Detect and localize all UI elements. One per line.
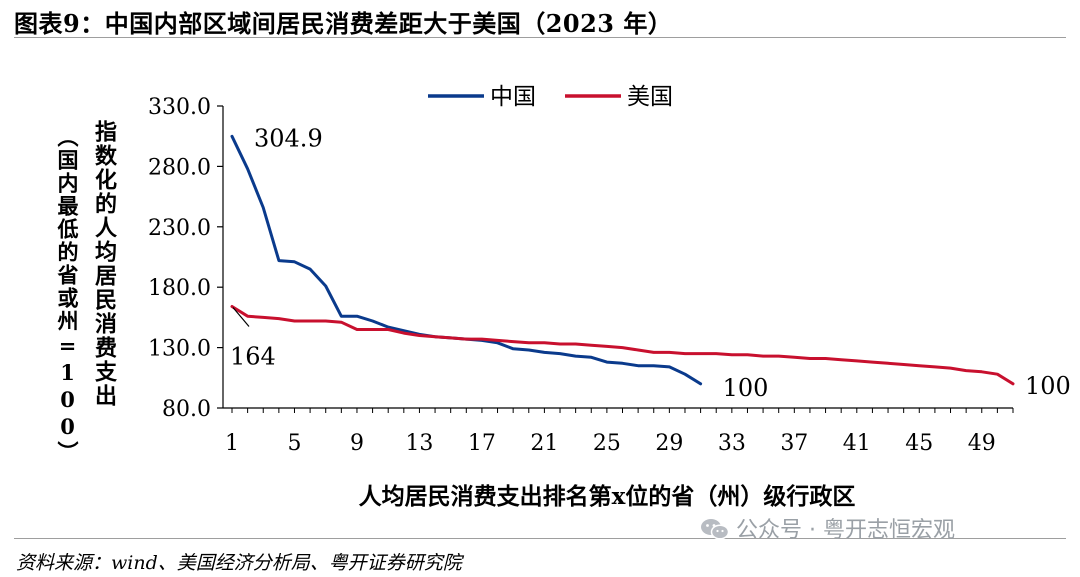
series-line-usa [230,305,1015,386]
x-tick-label: 13 [405,431,433,456]
series-line-china [230,134,703,386]
x-tick-label: 29 [655,431,683,456]
y-tick-label: 330.0 [148,95,211,120]
legend-label: 美国 [627,84,673,110]
watermark-text: 公众号 · 粤开志恒宏观 [736,518,955,543]
x-tick-label: 9 [350,431,364,456]
y-tick-label: 280.0 [148,155,211,180]
x-tick-label: 25 [593,431,621,456]
title-divider [14,37,1066,38]
y-axis-sublabel: （国内最低的省或州=100） [55,126,80,464]
source-note: 资料来源：wind、美国经济分析局、粤开证券研究院 [16,552,462,574]
y-tick-label: 230.0 [148,216,211,241]
chart-legend: 中国 美国 [428,84,673,110]
x-tick-label: 17 [468,431,496,456]
data-label: 100 [1025,372,1071,400]
chart-annotations: 304.9 164 100 100 [230,124,1071,402]
x-tick-label: 41 [843,431,871,456]
chart-axes: 80.0 130.0 180.0 230.0 280.0 330.0 1 5 9 13 17 21 25… [148,95,1014,456]
x-tick-label: 37 [780,431,808,456]
label-leader-line [232,307,250,327]
watermark: 公众号 · 粤开志恒宏观 [700,512,955,544]
footer-divider [14,538,1066,539]
legend-label: 中国 [490,84,536,110]
x-tick-label: 49 [968,431,996,456]
x-tick-label: 33 [718,431,746,456]
x-tick-label: 5 [287,431,301,456]
y-tick-label: 130.0 [148,337,211,362]
x-tick-label: 21 [530,431,558,456]
x-tick-label: 45 [905,431,933,456]
data-label: 164 [230,343,276,371]
chart-series-lines [230,134,1015,386]
data-label: 304.9 [254,124,323,152]
wechat-icon [700,518,730,540]
x-tick-label: 1 [225,431,239,456]
y-axis-label: 指数化的人均居民消费支出 [91,120,117,408]
data-label: 100 [723,374,769,402]
x-axis-label: 人均居民消费支出排名第x位的省（州）级行政区 [359,483,856,510]
y-tick-label: 180.0 [148,276,211,301]
y-tick-label: 80.0 [162,397,211,422]
chart-title: 图表9：中国内部区域间居民消费差距大于美国（2023 年） [14,9,673,38]
